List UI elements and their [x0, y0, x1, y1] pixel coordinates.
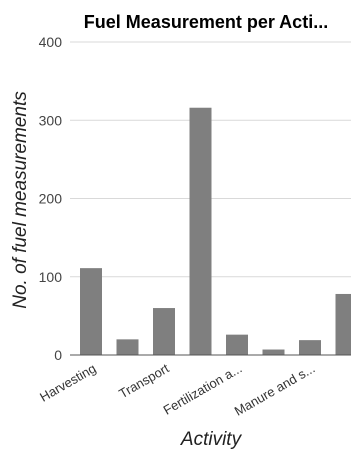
bar [189, 107, 212, 355]
bar [335, 293, 351, 355]
x-tick-label: Transport [116, 360, 172, 401]
chart-title: Fuel Measurement per Acti... [84, 12, 328, 32]
bar [299, 340, 321, 355]
x-tick-label: Manure and s... [232, 361, 318, 419]
y-axis-label: No. of fuel measurements [10, 91, 31, 309]
y-tick-label: 200 [39, 191, 63, 207]
x-tick-label: Fertilization a... [161, 361, 245, 418]
y-tick-label: 300 [39, 112, 63, 128]
bar [80, 268, 102, 355]
bar [226, 334, 248, 355]
bar [116, 339, 139, 355]
bar [262, 349, 285, 355]
bars [80, 107, 351, 355]
bar [153, 308, 175, 355]
x-axis-label: Activity [180, 429, 243, 450]
x-tick-label: Harvesting [37, 361, 98, 405]
y-axis-ticks: 0 100 200 300 400 [39, 34, 63, 363]
y-tick-label: 400 [39, 34, 63, 50]
y-tick-label: 0 [54, 347, 62, 363]
y-tick-label: 100 [39, 269, 63, 285]
